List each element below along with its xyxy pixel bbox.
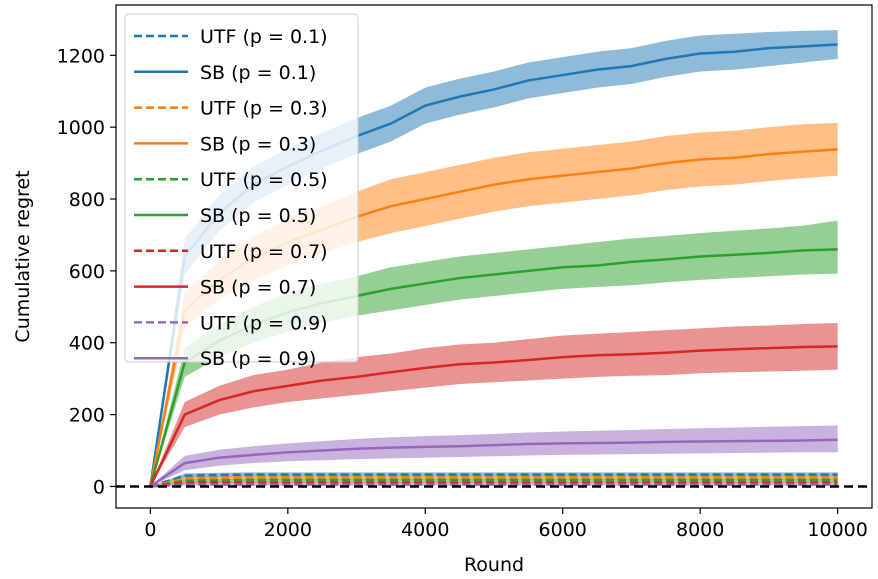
plot-frame [115, 4, 873, 509]
legend-label-4: UTF (p = 0.5) [200, 169, 328, 191]
y-tick-label: 1000 [57, 117, 105, 139]
line-series-2 [150, 476, 838, 488]
band-series-7 [150, 322, 838, 487]
x-tick-label: 6000 [539, 519, 587, 541]
legend-label-7: SB (p = 0.7) [200, 277, 316, 299]
legend-label-0: UTF (p = 0.1) [200, 26, 328, 48]
x-tick-label: 8000 [676, 519, 724, 541]
y-axis-label: Cumulative regret [12, 170, 34, 342]
x-tick-label: 0 [144, 519, 156, 541]
legend-label-8: UTF (p = 0.9) [200, 312, 328, 334]
y-tick-label: 800 [69, 189, 105, 211]
x-axis-label: Round [464, 554, 524, 576]
legend-label-5: SB (p = 0.5) [200, 205, 316, 227]
y-tick-label: 200 [69, 405, 105, 427]
legend-label-6: UTF (p = 0.7) [200, 241, 328, 263]
x-tick-label: 10000 [807, 519, 867, 541]
legend-label-2: UTF (p = 0.3) [200, 98, 328, 120]
legend-label-9: SB (p = 0.9) [200, 348, 316, 370]
x-axis-ticks: 0 2000 4000 6000 8000 10000 [144, 508, 868, 541]
legend-box [124, 13, 359, 363]
line-series-7 [149, 345, 838, 487]
line-series-4 [150, 478, 838, 488]
x-tick-label: 2000 [264, 519, 312, 541]
y-tick-label: 1200 [57, 45, 105, 67]
line-series-9 [149, 438, 838, 488]
y-tick-label: 0 [93, 476, 105, 498]
legend-label-1: SB (p = 0.1) [200, 62, 316, 84]
legend: UTF (p = 0.1) SB (p = 0.1) UTF (p = 0.3) SB… [124, 13, 359, 370]
line-series-8 [150, 483, 838, 488]
y-axis-ticks: 0 200 400 600 800 1000 1200 [57, 45, 116, 498]
x-tick-label: 4000 [401, 519, 449, 541]
y-tick-label: 400 [69, 333, 105, 355]
y-tick-label: 600 [69, 261, 105, 283]
band-series-9 [150, 425, 838, 487]
line-series-6 [150, 481, 838, 488]
legend-label-3: SB (p = 0.3) [200, 133, 316, 155]
